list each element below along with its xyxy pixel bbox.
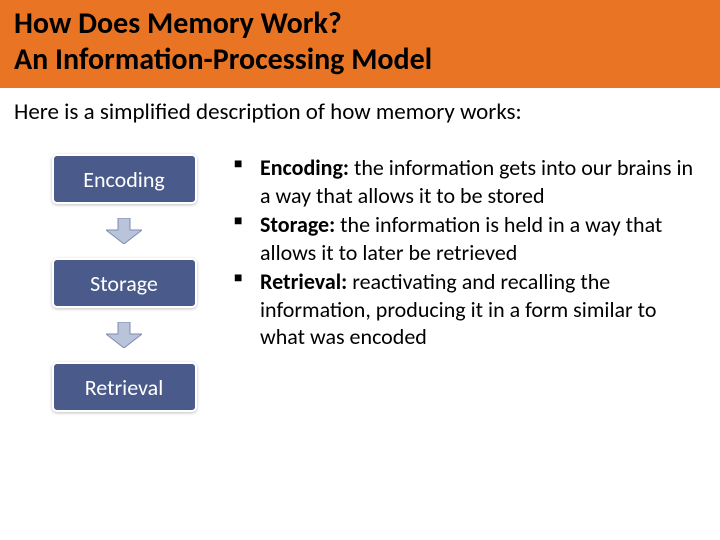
stage-storage: Storage — [52, 258, 197, 308]
slide-header: How Does Memory Work? An Information-Pro… — [0, 0, 720, 88]
bullet-encoding: Encoding: the information gets into our … — [234, 154, 696, 209]
arrow-down-icon — [106, 322, 142, 348]
stage-retrieval: Retrieval — [52, 362, 197, 412]
bullet-retrieval: Retrieval: reactivating and recalling th… — [234, 268, 696, 351]
content-area: Encoding Storage Retrieval Encoding: the… — [0, 134, 720, 412]
bullet-list: Encoding: the information gets into our … — [204, 154, 706, 412]
bullet-term: Encoding: — [260, 154, 349, 181]
title-line-1: How Does Memory Work? — [14, 5, 342, 42]
title-line-2: An Information-Processing Model — [14, 41, 432, 78]
stage-encoding: Encoding — [52, 154, 197, 204]
slide-title: How Does Memory Work? An Information-Pro… — [14, 6, 706, 78]
bullet-storage: Storage: the information is held in a wa… — [234, 211, 696, 266]
memory-flowchart: Encoding Storage Retrieval — [14, 154, 204, 412]
bullet-term: Storage: — [260, 211, 335, 238]
arrow-down-icon — [106, 218, 142, 244]
bullet-term: Retrieval: — [260, 268, 347, 295]
intro-text: Here is a simplified description of how … — [0, 88, 720, 134]
